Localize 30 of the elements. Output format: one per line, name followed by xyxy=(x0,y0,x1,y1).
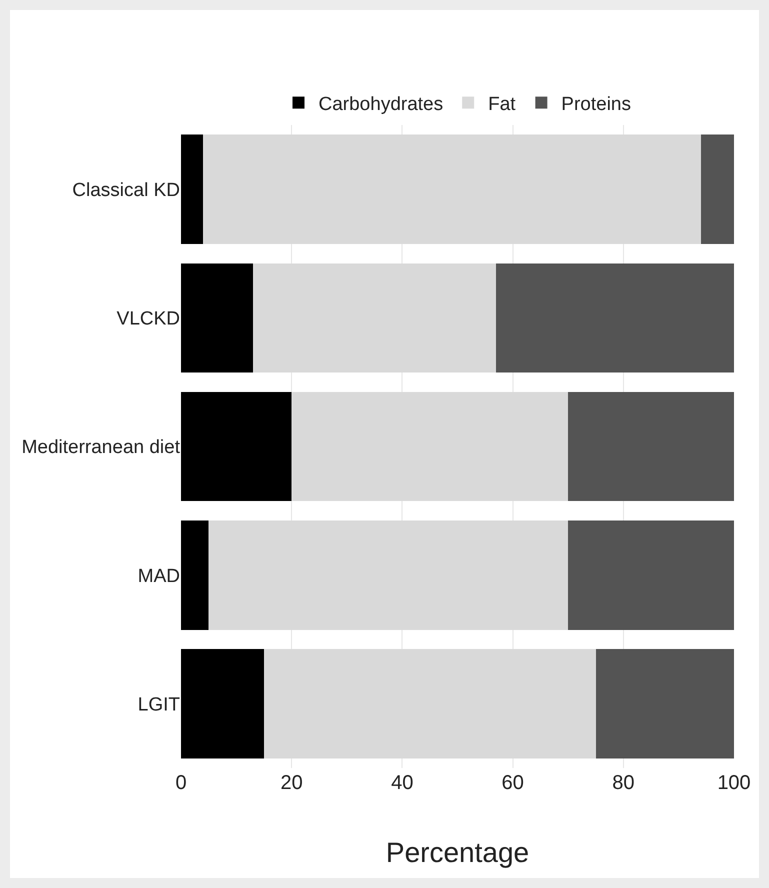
x-tick-label: 80 xyxy=(612,772,635,794)
x-tick-label: 40 xyxy=(391,772,414,794)
legend-label: Carbohydrates xyxy=(318,94,444,116)
bar xyxy=(181,134,204,244)
legend-label: Fat xyxy=(488,94,516,116)
bar xyxy=(596,649,734,758)
bar xyxy=(208,520,568,630)
x-tick-label: 20 xyxy=(280,772,303,794)
bar xyxy=(264,649,596,758)
bar xyxy=(203,134,701,244)
y-tick-label: VLCKD xyxy=(116,308,180,330)
y-tick-label: MAD xyxy=(138,566,180,587)
bar xyxy=(568,392,734,502)
y-tick-label: LGIT xyxy=(138,694,180,716)
bar xyxy=(496,263,734,373)
x-tick-label: 60 xyxy=(502,772,524,794)
x-tick-label: 100 xyxy=(717,772,751,794)
y-tick-label: Classical KD xyxy=(72,180,180,201)
x-tick-label: 0 xyxy=(175,772,187,794)
bar xyxy=(181,392,292,502)
x-axis-title: Percentage xyxy=(386,837,530,868)
legend-label: Proteins xyxy=(561,94,631,116)
bar xyxy=(181,649,264,758)
bar xyxy=(252,263,496,373)
bar xyxy=(181,520,209,630)
bar xyxy=(700,134,734,244)
bar xyxy=(292,392,568,502)
bar xyxy=(568,520,734,630)
bar xyxy=(181,263,253,373)
y-tick-label: Mediterranean diet xyxy=(22,437,181,458)
